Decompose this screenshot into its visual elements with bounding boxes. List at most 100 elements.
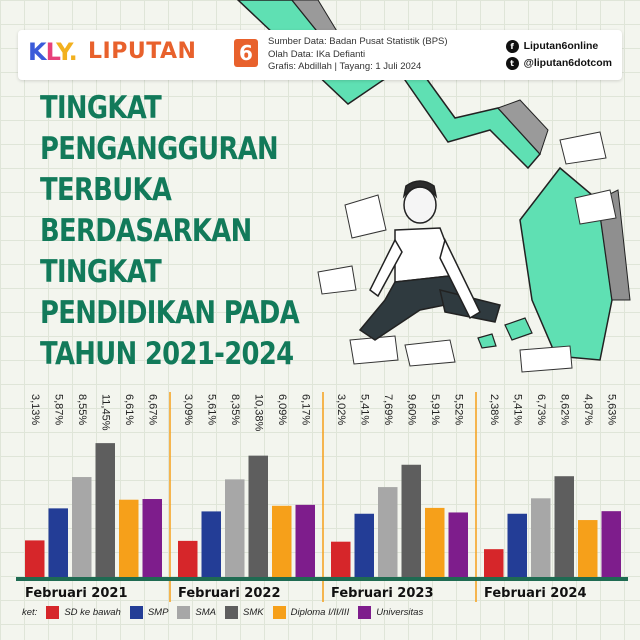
title-line: PENGANGGURAN bbox=[40, 131, 279, 167]
paper-1 bbox=[344, 194, 387, 239]
axis-baseline bbox=[16, 577, 169, 581]
facebook-link[interactable]: f Liputan6online bbox=[505, 38, 612, 55]
category-label: Februari 2022 bbox=[178, 586, 281, 601]
bar bbox=[95, 443, 115, 577]
bar bbox=[354, 513, 374, 577]
category-label: Februari 2023 bbox=[331, 586, 434, 601]
liputan6-badge: 6 bbox=[234, 39, 258, 67]
legend-text: SMA bbox=[195, 607, 217, 618]
title-line: TINGKAT bbox=[40, 90, 162, 126]
rock-1 bbox=[504, 317, 533, 341]
legend-swatch bbox=[358, 606, 372, 619]
category-label: Februari 2024 bbox=[484, 586, 587, 601]
title-line: TAHUN 2021-2024 bbox=[40, 336, 294, 372]
title-line: TERBUKA bbox=[40, 172, 172, 208]
title-line: TINGKAT bbox=[40, 254, 162, 290]
data-label: 5,52% bbox=[452, 394, 464, 425]
illustration bbox=[236, 0, 631, 373]
data-label: 6,73% bbox=[535, 394, 547, 425]
axis-baseline bbox=[322, 577, 475, 581]
legend-text: SD ke bawah bbox=[64, 607, 121, 618]
bar bbox=[378, 487, 398, 577]
legend-text: Universitas bbox=[376, 607, 424, 618]
legend-swatch bbox=[46, 606, 60, 619]
bar bbox=[178, 540, 198, 577]
bar bbox=[119, 499, 139, 577]
facebook-icon: f bbox=[505, 40, 519, 53]
credit-data: Olah Data: IKa Defianti bbox=[268, 48, 366, 60]
legend-swatch bbox=[272, 606, 286, 619]
legend-item: SMK bbox=[225, 606, 264, 619]
data-label: 5,61% bbox=[205, 394, 217, 425]
data-label: 6,17% bbox=[299, 394, 311, 425]
legend-text: SMK bbox=[243, 607, 264, 618]
data-label: 5,63% bbox=[605, 394, 617, 425]
title-line: BERDASARKAN bbox=[40, 213, 252, 249]
bar bbox=[48, 508, 68, 577]
paper-6 bbox=[404, 339, 456, 367]
bar bbox=[25, 540, 45, 577]
sitting-man bbox=[358, 180, 501, 341]
category-label: Februari 2021 bbox=[25, 586, 128, 601]
data-label: 6,67% bbox=[146, 394, 158, 425]
legend-swatch bbox=[225, 606, 239, 619]
page-title: TINGKAT PENGANGGURAN TERBUKA BERDASARKAN… bbox=[40, 88, 300, 375]
paper-4 bbox=[317, 265, 357, 295]
data-label: 8,35% bbox=[229, 394, 241, 425]
data-label: 6,09% bbox=[276, 394, 288, 425]
bar bbox=[401, 464, 421, 577]
legend-text: SMP bbox=[147, 607, 169, 618]
data-label: 5,41% bbox=[511, 394, 523, 425]
axis-baseline bbox=[475, 577, 628, 581]
bar bbox=[448, 512, 468, 577]
data-label: 5,41% bbox=[358, 394, 370, 425]
data-label: 6,61% bbox=[123, 394, 135, 425]
kly-logo: KLY. bbox=[28, 38, 78, 66]
legend-text: Diploma I/II/III bbox=[290, 607, 350, 618]
bar bbox=[272, 505, 292, 577]
credits: Sumber Data: Badan Pusat Statistik (BPS)… bbox=[268, 36, 448, 74]
axis-baseline bbox=[169, 577, 322, 581]
bar bbox=[484, 549, 504, 577]
data-label: 10,38% bbox=[252, 394, 264, 432]
data-label: 3,02% bbox=[335, 394, 347, 425]
bar bbox=[142, 499, 162, 577]
twitter-icon: t bbox=[505, 57, 519, 70]
legend-item: SMP bbox=[129, 606, 169, 619]
data-label: 2,38% bbox=[488, 394, 500, 425]
legend-item: Diploma I/II/III bbox=[272, 606, 350, 619]
data-label: 3,09% bbox=[182, 394, 194, 425]
legend-swatch bbox=[129, 606, 143, 619]
legend-item: Universitas bbox=[358, 606, 423, 619]
legend-swatch bbox=[177, 606, 191, 619]
legend-item: SD ke bawah bbox=[46, 606, 121, 619]
credit-graphic: Grafis: Abdillah | Tayang: 1 Juli 2024 bbox=[268, 61, 422, 72]
bar bbox=[531, 498, 551, 577]
data-label: 5,91% bbox=[429, 394, 441, 425]
data-label: 9,60% bbox=[405, 394, 417, 425]
bar bbox=[248, 455, 268, 577]
data-label: 4,87% bbox=[582, 394, 594, 425]
bar bbox=[72, 477, 92, 577]
bar bbox=[554, 476, 574, 577]
paper-2 bbox=[559, 131, 607, 165]
header-bar: KLY. LIPUTAN 6 Sumber Data: Badan Pusat … bbox=[18, 30, 622, 80]
title-line: PENDIDIKAN PADA bbox=[40, 295, 300, 331]
twitter-link[interactable]: t @liputan6dotcom bbox=[505, 55, 612, 72]
data-label: 7,69% bbox=[382, 394, 394, 425]
paper-7 bbox=[519, 345, 573, 373]
bar bbox=[295, 504, 315, 577]
bar bbox=[578, 520, 598, 577]
bar bbox=[225, 479, 245, 577]
liputan-logo: LIPUTAN bbox=[88, 39, 197, 64]
rock-2 bbox=[477, 333, 497, 349]
social-links: f Liputan6online t @liputan6dotcom bbox=[505, 38, 612, 72]
bar bbox=[601, 511, 621, 577]
credit-source: Sumber Data: Badan Pusat Statistik (BPS) bbox=[268, 36, 448, 47]
data-label: 8,55% bbox=[76, 394, 88, 425]
data-label: 11,45% bbox=[99, 394, 111, 431]
bar bbox=[331, 541, 351, 577]
legend: ket: SD ke bawah SMP SMA SMK Diploma I/II/II… bbox=[22, 606, 423, 619]
bar bbox=[201, 511, 221, 577]
